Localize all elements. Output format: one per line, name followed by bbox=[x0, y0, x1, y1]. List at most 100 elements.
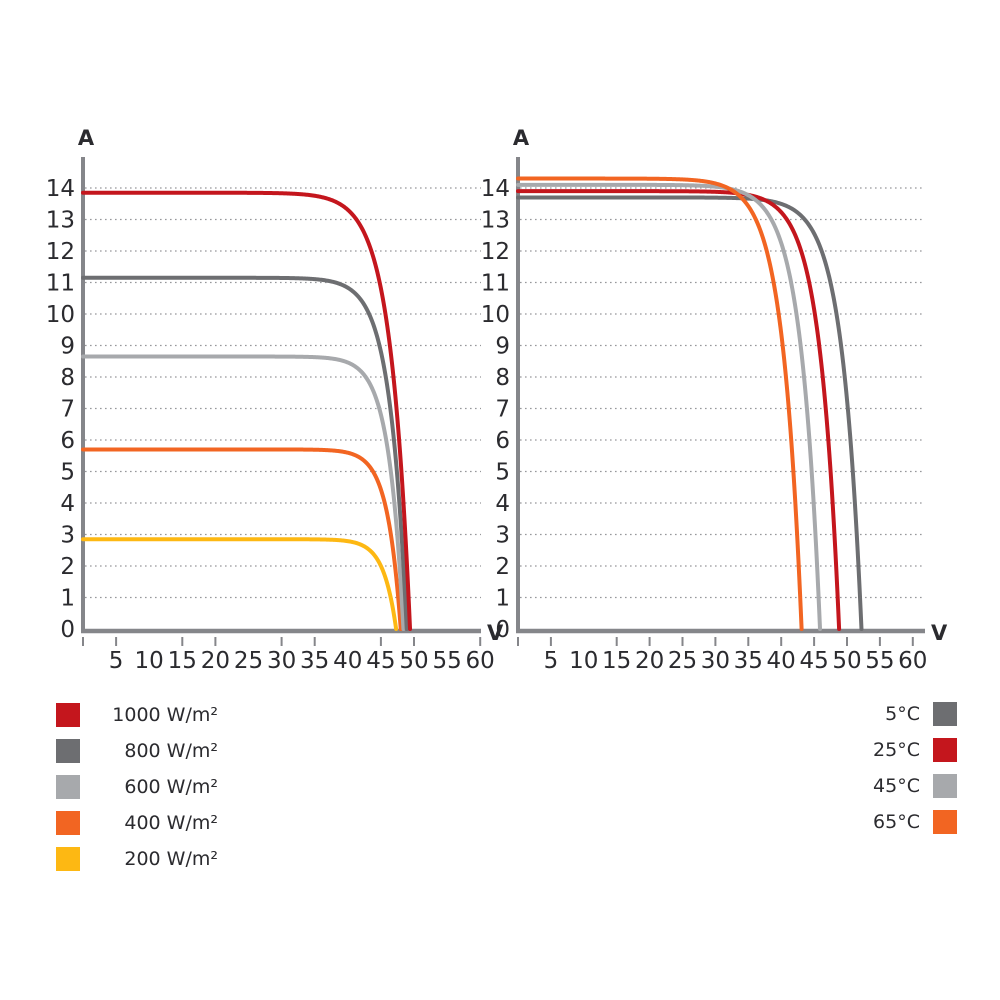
y-tick-label-9: 9 bbox=[60, 334, 75, 360]
x-tick-label-20: 20 bbox=[635, 648, 664, 674]
legend-label-400wm2: 400 W/m² bbox=[124, 812, 218, 834]
y-axis-unit-label: A bbox=[78, 126, 95, 150]
x-tick-label-50: 50 bbox=[399, 648, 428, 674]
y-tick-label-5: 5 bbox=[495, 460, 510, 486]
x-tick-label-35: 35 bbox=[300, 648, 329, 674]
legend-swatch-600wm2 bbox=[56, 775, 80, 799]
y-tick-label-8: 8 bbox=[60, 365, 75, 391]
legend-label-65c: 65°C bbox=[873, 811, 920, 833]
y-tick-label-13: 13 bbox=[46, 208, 75, 234]
x-tick-label-5: 5 bbox=[109, 648, 124, 674]
legend-label-1000wm2: 1000 W/m² bbox=[112, 704, 218, 726]
legend-swatch-800wm2 bbox=[56, 739, 80, 763]
x-tick-label-25: 25 bbox=[668, 648, 697, 674]
x-tick-label-10: 10 bbox=[569, 648, 598, 674]
legend-temperature: 5°C 25°C 45°C 65°C bbox=[790, 696, 957, 840]
curve-400-wm2 bbox=[81, 447, 403, 631]
y-tick-label-2: 2 bbox=[495, 554, 510, 580]
y-tick-label-1: 1 bbox=[60, 586, 75, 612]
curve-800-wm2 bbox=[81, 275, 409, 631]
legend-label-25c: 25°C bbox=[873, 739, 920, 761]
y-tick-label-7: 7 bbox=[60, 397, 75, 423]
x-tick-label-20: 20 bbox=[201, 648, 230, 674]
y-tick-label-10: 10 bbox=[46, 302, 75, 328]
x-tick-label-40: 40 bbox=[333, 648, 362, 674]
x-tick-label-15: 15 bbox=[168, 648, 197, 674]
curve-5c bbox=[516, 195, 864, 631]
legend-swatch-5c bbox=[933, 702, 957, 726]
legend-item-5c: 5°C bbox=[790, 696, 957, 732]
legend-item-600wm2: 600 W/m² bbox=[56, 769, 218, 805]
x-tick-label-25: 25 bbox=[234, 648, 263, 674]
legend-irradiance: 1000 W/m² 800 W/m² 600 W/m² 400 W/m² 200… bbox=[56, 697, 218, 877]
y-tick-label-12: 12 bbox=[481, 239, 510, 265]
curve-200-wm2 bbox=[81, 537, 399, 631]
y-tick-label-13: 13 bbox=[481, 208, 510, 234]
y-tick-label-6: 6 bbox=[60, 428, 75, 454]
legend-swatch-25c bbox=[933, 738, 957, 762]
legend-item-200wm2: 200 W/m² bbox=[56, 841, 218, 877]
legend-label-45c: 45°C bbox=[873, 775, 920, 797]
x-tick-label-50: 50 bbox=[832, 648, 861, 674]
y-tick-label-10: 10 bbox=[481, 302, 510, 328]
legend-label-200wm2: 200 W/m² bbox=[124, 848, 218, 870]
legend-label-800wm2: 800 W/m² bbox=[124, 740, 218, 762]
legend-swatch-65c bbox=[933, 810, 957, 834]
legend-item-25c: 25°C bbox=[790, 732, 957, 768]
y-tick-label-4: 4 bbox=[495, 491, 510, 517]
y-tick-label-14: 14 bbox=[481, 176, 510, 202]
x-axis-unit-label: V bbox=[487, 621, 504, 645]
legend-item-65c: 65°C bbox=[790, 804, 957, 840]
legend-label-600wm2: 600 W/m² bbox=[124, 776, 218, 798]
y-tick-label-12: 12 bbox=[46, 239, 75, 265]
x-tick-label-45: 45 bbox=[366, 648, 395, 674]
x-tick-label-40: 40 bbox=[767, 648, 796, 674]
y-tick-label-0: 0 bbox=[495, 617, 510, 643]
curve-600-wm2 bbox=[81, 354, 406, 631]
x-tick-label-55: 55 bbox=[865, 648, 894, 674]
y-tick-label-7: 7 bbox=[495, 397, 510, 423]
legend-label-5c: 5°C bbox=[885, 703, 920, 725]
x-tick-label-5: 5 bbox=[544, 648, 559, 674]
legend-swatch-200wm2 bbox=[56, 847, 80, 871]
y-tick-label-11: 11 bbox=[46, 271, 75, 297]
x-tick-label-30: 30 bbox=[267, 648, 296, 674]
y-tick-label-3: 3 bbox=[60, 523, 75, 549]
curve-65c bbox=[516, 176, 804, 631]
y-tick-label-0: 0 bbox=[60, 617, 75, 643]
x-axis-unit-label: V bbox=[931, 621, 948, 645]
y-tick-label-2: 2 bbox=[60, 554, 75, 580]
x-tick-label-35: 35 bbox=[734, 648, 763, 674]
x-tick-label-10: 10 bbox=[135, 648, 164, 674]
y-tick-label-4: 4 bbox=[60, 491, 75, 517]
y-axis-unit-label: A bbox=[513, 126, 530, 150]
y-tick-label-14: 14 bbox=[46, 176, 75, 202]
x-tick-label-15: 15 bbox=[602, 648, 631, 674]
curve-1000-wm2 bbox=[81, 190, 413, 631]
legend-swatch-45c bbox=[933, 774, 957, 798]
legend-swatch-400wm2 bbox=[56, 811, 80, 835]
x-tick-label-60: 60 bbox=[466, 648, 495, 674]
curve-45c bbox=[516, 182, 823, 631]
y-tick-label-6: 6 bbox=[495, 428, 510, 454]
y-tick-label-1: 1 bbox=[495, 586, 510, 612]
y-tick-label-3: 3 bbox=[495, 523, 510, 549]
y-tick-label-11: 11 bbox=[481, 271, 510, 297]
legend-item-45c: 45°C bbox=[790, 768, 957, 804]
x-tick-label-45: 45 bbox=[799, 648, 828, 674]
curve-25c bbox=[516, 189, 842, 631]
x-tick-label-55: 55 bbox=[432, 648, 461, 674]
y-tick-label-8: 8 bbox=[495, 365, 510, 391]
legend-swatch-1000wm2 bbox=[56, 703, 80, 727]
y-tick-label-9: 9 bbox=[495, 334, 510, 360]
legend-item-400wm2: 400 W/m² bbox=[56, 805, 218, 841]
legend-item-1000wm2: 1000 W/m² bbox=[56, 697, 218, 733]
x-tick-label-60: 60 bbox=[898, 648, 927, 674]
y-tick-label-5: 5 bbox=[60, 460, 75, 486]
legend-item-800wm2: 800 W/m² bbox=[56, 733, 218, 769]
x-tick-label-30: 30 bbox=[701, 648, 730, 674]
